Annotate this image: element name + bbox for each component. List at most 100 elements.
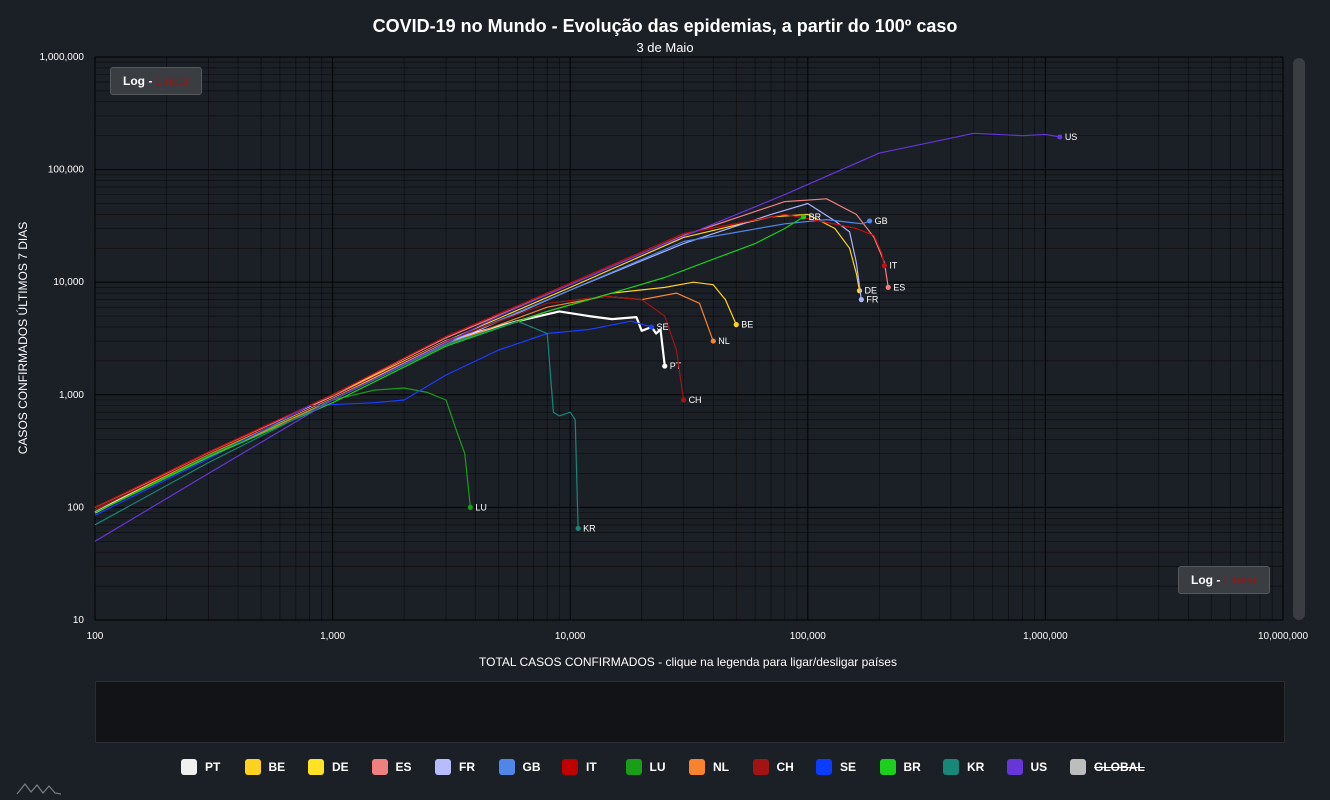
end-point-us	[1057, 134, 1063, 140]
end-point-kr	[575, 525, 581, 532]
scale-toggle-bottom[interactable]: Log - Linear	[1178, 566, 1271, 594]
end-label-lu: LU	[475, 502, 487, 512]
chart-title: COVID-19 no Mundo - Evolução das epidemi…	[372, 16, 958, 36]
linear-option[interactable]: Linear	[155, 74, 190, 88]
legend-swatch	[879, 759, 896, 775]
series-line-kr	[94, 320, 579, 529]
legend-item-pt[interactable]: PT	[181, 756, 220, 778]
legend-item-br[interactable]: BR	[879, 756, 921, 778]
end-point-it	[881, 263, 887, 269]
legend-label: BR	[903, 760, 921, 774]
plot-area	[95, 57, 1283, 620]
end-label-it: IT	[889, 261, 898, 271]
end-label-kr: KR	[583, 523, 596, 533]
end-label-be: BE	[741, 320, 753, 330]
series-line-nl	[94, 292, 714, 514]
scroll-range-panel[interactable]	[95, 681, 1285, 743]
legend-swatch	[752, 759, 769, 775]
legend-swatch	[943, 759, 959, 775]
legend-swatch	[1070, 759, 1086, 775]
end-point-ch	[680, 397, 687, 403]
legend-swatch	[308, 759, 324, 775]
end-label-pt: PT	[670, 361, 682, 371]
grid-lines	[94, 56, 1284, 621]
legend-label: FR	[459, 760, 475, 774]
end-label-nl: NL	[718, 336, 730, 346]
end-label-gb: GB	[875, 216, 888, 226]
series-line-se	[94, 320, 652, 516]
legend-swatch	[371, 759, 388, 775]
legend-item-de[interactable]: DE	[308, 756, 349, 778]
x-tick-label: 10,000	[555, 631, 586, 642]
end-label-ch: CH	[689, 395, 702, 405]
chart-plot: 100 1,000 10,000 100,000 1,000,000 10,000,000…	[15, 52, 1308, 669]
log-option[interactable]: Log	[123, 74, 145, 88]
y-tick-label: 1,000	[59, 390, 84, 401]
legend-swatch	[816, 759, 832, 775]
linear-option[interactable]: Linear	[1223, 573, 1258, 587]
end-point-pt	[662, 363, 668, 369]
end-label-de: DE	[864, 286, 877, 296]
legend: PT BE DE ES FR GB IT LU NL CH SE BR KR US GLOBAL	[0, 756, 1330, 780]
legend-label: LU	[649, 760, 666, 774]
legend-item-gb[interactable]: GB	[498, 756, 541, 778]
end-label-es: ES	[893, 282, 905, 292]
end-label-se: SE	[657, 322, 669, 332]
end-point-se	[648, 324, 655, 330]
legend-label: GB	[522, 760, 541, 774]
legend-label: SE	[840, 760, 857, 774]
legend-label: NL	[713, 760, 729, 774]
end-label-us: US	[1065, 132, 1078, 142]
x-tick-label: 100	[87, 631, 104, 642]
legend-label: PT	[205, 760, 221, 774]
end-label-fr: FR	[866, 295, 878, 305]
legend-item-be[interactable]: BE	[244, 756, 286, 778]
end-point-br	[800, 214, 807, 220]
legend-item-se[interactable]: SE	[816, 756, 856, 778]
vertical-scrollbar[interactable]	[1293, 58, 1305, 620]
legend-swatch	[689, 759, 705, 775]
end-point-be	[733, 322, 739, 328]
end-point-nl	[710, 338, 716, 344]
series-line-us	[94, 132, 1060, 542]
legend-item-us[interactable]: US	[1006, 756, 1048, 778]
x-tick-label: 100,000	[790, 631, 827, 642]
legend-item-lu[interactable]: LU	[625, 756, 666, 778]
y-tick-label: 1,000,000	[40, 52, 85, 63]
legend-swatch	[498, 759, 515, 775]
legend-label: ES	[395, 760, 412, 774]
end-point-es	[885, 284, 891, 290]
legend-label: DE	[332, 760, 349, 774]
legend-label: BE	[268, 760, 286, 774]
legend-swatch	[1006, 759, 1023, 775]
legend-item-es[interactable]: ES	[371, 756, 412, 778]
legend-item-kr[interactable]: KR	[943, 756, 984, 778]
series-line-it	[94, 213, 885, 508]
legend-item-fr[interactable]: FR	[435, 756, 475, 778]
legend-label: KR	[967, 760, 985, 774]
y-tick-label: 100	[67, 502, 84, 513]
toggle-separator: -	[145, 74, 156, 88]
scale-toggle-top[interactable]: Log - Linear	[110, 67, 203, 95]
legend-swatch	[435, 759, 451, 775]
x-tick-label: 1,000	[320, 631, 345, 642]
end-label-br: BR	[809, 212, 822, 222]
end-point-gb	[866, 218, 873, 224]
legend-label: IT	[586, 760, 597, 774]
amcharts-logo-icon	[16, 783, 62, 795]
legend-label: US	[1030, 760, 1048, 774]
y-tick-label: 100,000	[48, 165, 85, 176]
series-line-lu	[94, 387, 471, 514]
toggle-separator: -	[1213, 573, 1224, 587]
x-tick-label: 1,000,000	[1023, 631, 1068, 642]
x-axis-title: TOTAL CASOS CONFIRMADOS - clique na lege…	[479, 655, 897, 669]
legend-item-ch[interactable]: CH	[752, 756, 794, 778]
log-option[interactable]: Log	[1191, 573, 1213, 587]
legend-item-nl[interactable]: NL	[689, 756, 729, 778]
end-point-lu	[467, 504, 473, 510]
y-tick-label: 10	[73, 615, 85, 626]
legend-item-global[interactable]: GLOBAL	[1070, 756, 1145, 778]
x-tick-label: 10,000,000	[1258, 631, 1308, 642]
y-axis-title: CASOS CONFIRMADOS ÚLTIMOS 7 DIAS	[15, 222, 30, 454]
legend-item-it[interactable]: IT	[562, 756, 597, 778]
